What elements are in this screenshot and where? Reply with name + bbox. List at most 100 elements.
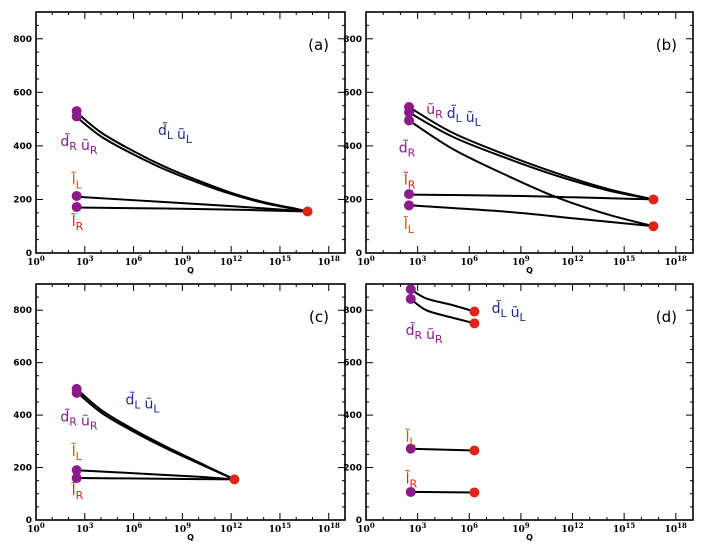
series-curve <box>76 469 235 481</box>
x-tick-label: 1018 <box>665 521 687 535</box>
particle-label: ũR d̃L ũL <box>426 102 481 129</box>
series-curve <box>76 116 308 213</box>
y-tick-label: 200 <box>343 464 362 474</box>
y-tick-label: 600 <box>13 359 32 369</box>
y-tick-label: 200 <box>13 464 32 474</box>
x-tick-label: 1015 <box>613 521 635 535</box>
x-axis-label: Q <box>526 266 533 275</box>
x-tick-label: 109 <box>512 254 530 268</box>
particle-label: l̃L <box>71 172 82 192</box>
end-point <box>648 221 659 232</box>
x-tick-label: 106 <box>461 254 479 268</box>
start-point <box>405 284 416 295</box>
y-tick-label: 400 <box>13 411 32 421</box>
x-tick-label: 1012 <box>561 521 583 535</box>
y-tick-label: 0 <box>356 516 362 526</box>
series-curve <box>76 391 235 481</box>
x-axis-label: Q <box>187 266 194 275</box>
y-tick-label: 800 <box>343 306 362 316</box>
x-tick-label: 1012 <box>561 254 583 268</box>
series-curve <box>76 111 308 213</box>
series-curve <box>408 119 654 228</box>
y-tick-label: 200 <box>343 195 362 205</box>
panel-a: 0 200 400 600 800 100 103 106 109 1012 1015 1018 Q (a… <box>13 11 346 275</box>
particle-label: l̃L <box>405 429 416 449</box>
y-tick-label: 600 <box>13 88 32 98</box>
y-tick-label: 400 <box>343 142 362 152</box>
end-point <box>469 487 480 498</box>
start-point <box>405 486 416 497</box>
x-tick-label: 100 <box>357 254 375 268</box>
particle-label: l̃L <box>71 443 82 463</box>
end-point <box>229 474 240 485</box>
panel-b: 0 200 400 600 800 100 103 106 109 1012 1015 1018 Q (b… <box>343 11 694 275</box>
particle-label: l̃R <box>403 172 415 192</box>
y-tick-label: 800 <box>13 35 32 45</box>
x-tick-label: 103 <box>409 254 427 268</box>
end-point <box>469 306 480 317</box>
x-tick-label: 103 <box>76 254 94 268</box>
start-point <box>71 465 82 476</box>
panel-c: 0 200 400 600 800 100 103 106 109 1012 1015 1018 Q (c… <box>13 283 346 542</box>
x-tick-label: 1015 <box>269 254 291 268</box>
particle-label: d̃R <box>399 140 416 160</box>
y-tick-label: 200 <box>13 195 32 205</box>
series-curve <box>408 106 654 201</box>
x-tick-label: 103 <box>76 521 94 535</box>
x-tick-label: 109 <box>512 521 530 535</box>
particle-label: d̃L ũL <box>158 123 193 147</box>
x-tick-label: 100 <box>27 521 45 535</box>
series-curve <box>408 193 654 201</box>
particle-label: l̃R <box>71 483 83 503</box>
x-tick-label: 1018 <box>665 254 687 268</box>
series-curve <box>410 298 475 325</box>
start-point <box>71 111 82 122</box>
x-tick-label: 106 <box>461 521 479 535</box>
y-tick-label: 0 <box>26 516 32 526</box>
x-tick-label: 100 <box>27 254 45 268</box>
y-tick-label: 800 <box>13 306 32 316</box>
x-tick-label: 1015 <box>613 254 635 268</box>
start-point <box>405 293 416 304</box>
y-tick-label: 600 <box>343 359 362 369</box>
y-tick-label: 800 <box>343 35 362 45</box>
series-curve <box>76 206 308 213</box>
start-point <box>404 107 415 118</box>
particle-label: l̃R <box>405 471 417 491</box>
end-point <box>469 318 480 329</box>
panel-d: 0 200 400 600 800 100 103 106 109 1012 1015 1018 Q (d… <box>343 283 694 542</box>
start-point <box>405 443 416 454</box>
panel-label: (c) <box>309 308 329 326</box>
y-tick-label: 600 <box>343 88 362 98</box>
particle-label: d̃L ũL <box>125 392 160 416</box>
panel-label: (a) <box>308 36 329 54</box>
x-tick-label: 1015 <box>269 521 291 535</box>
x-tick-label: 109 <box>174 254 192 268</box>
particle-label: l̃R <box>71 214 83 234</box>
series-curve <box>410 288 475 313</box>
start-point <box>404 200 415 211</box>
start-point <box>71 190 82 201</box>
panel-label: (d) <box>656 308 677 326</box>
particle-label: d̃R ũR <box>406 323 443 347</box>
y-tick-label: 400 <box>13 142 32 152</box>
x-tick-label: 100 <box>357 521 375 535</box>
start-point <box>71 473 82 484</box>
y-tick-label: 400 <box>343 411 362 421</box>
particle-label: l̃L <box>403 216 414 236</box>
series-curve <box>410 490 475 494</box>
series-curve <box>410 447 475 452</box>
x-tick-label: 1012 <box>220 254 242 268</box>
x-axis-label: Q <box>187 533 194 542</box>
x-tick-label: 1012 <box>220 521 242 535</box>
x-tick-label: 106 <box>125 521 143 535</box>
panel-label: (b) <box>656 36 677 54</box>
y-tick-label: 0 <box>26 249 32 259</box>
x-tick-label: 109 <box>174 521 192 535</box>
x-tick-label: 1018 <box>318 254 340 268</box>
particle-label: d̃R ũR <box>60 133 97 157</box>
series-curve <box>408 204 654 228</box>
x-axis-label: Q <box>526 533 533 542</box>
particle-label: d̃R ũR <box>60 409 97 433</box>
